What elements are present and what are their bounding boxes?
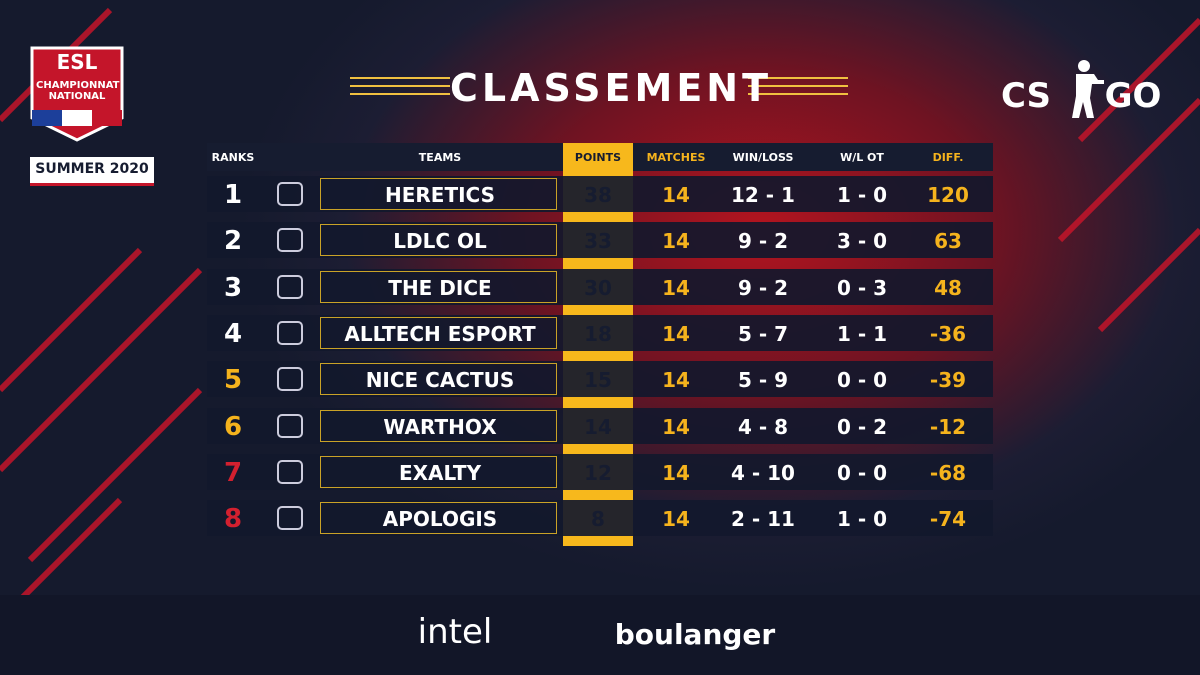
wl-ot: 0 - 2 — [836, 414, 888, 439]
win-loss: 2 - 11 — [731, 507, 795, 532]
game-logo-figure — [1072, 60, 1104, 118]
team-logo — [277, 228, 303, 253]
points: 38 — [584, 183, 612, 207]
rank: 6 — [223, 411, 243, 442]
event-title: CHAMPIONNAT NATIONAL — [36, 80, 120, 102]
game-logo-left: CS — [1000, 76, 1052, 116]
team-name: ALLTECH ESPORT — [344, 321, 536, 346]
column-header: MATCHES — [646, 151, 706, 164]
team-name-box — [320, 409, 557, 442]
row-background — [207, 361, 993, 398]
win-loss: 4 - 10 — [731, 460, 795, 485]
win-loss: 9 - 2 — [737, 275, 789, 300]
rank: 8 — [223, 504, 243, 535]
event-brand: ESL — [56, 50, 98, 74]
rank: 5 — [223, 365, 243, 396]
sponsor: intel — [417, 612, 493, 652]
points: 18 — [584, 321, 612, 346]
column-header: POINTS — [574, 151, 622, 164]
diff: 48 — [934, 275, 962, 300]
team-name: APOLOGIS — [382, 507, 498, 532]
wl-ot: 0 - 0 — [836, 460, 888, 485]
rank: 4 — [223, 318, 243, 349]
wl-ot: 3 - 0 — [836, 229, 888, 254]
points: 33 — [584, 229, 612, 254]
rank: 1 — [223, 180, 243, 210]
win-loss: 4 - 8 — [737, 414, 789, 439]
wl-ot: 0 - 0 — [836, 368, 888, 393]
team-logo — [277, 459, 303, 484]
team-name: WARTHOX — [383, 414, 497, 439]
wl-ot: 1 - 1 — [836, 321, 888, 346]
column-header: RANKS — [211, 151, 255, 164]
matches: 14 — [662, 229, 690, 254]
win-loss: 9 - 2 — [737, 229, 789, 254]
team-name-box — [320, 270, 557, 303]
team-name: HERETICS — [385, 183, 495, 207]
team-logo — [277, 320, 303, 345]
team-name-box — [320, 363, 557, 396]
rank: 7 — [223, 457, 243, 488]
team-logo — [277, 274, 303, 299]
diff: 63 — [934, 229, 962, 254]
matches: 14 — [662, 321, 690, 346]
win-loss: 12 - 1 — [731, 183, 795, 207]
wl-ot: 1 - 0 — [836, 183, 888, 207]
points: 30 — [584, 275, 612, 300]
rank: 3 — [223, 272, 243, 303]
team-logo — [277, 506, 303, 531]
game-logo-right: GO — [1104, 76, 1162, 116]
win-loss: 5 - 9 — [737, 368, 789, 393]
matches: 14 — [662, 414, 690, 439]
diff: -12 — [929, 414, 967, 439]
rank: 2 — [223, 226, 243, 257]
page-title: CLASSEMENT — [450, 66, 772, 110]
row-background — [207, 500, 993, 537]
team-logo — [277, 413, 303, 438]
diff: -36 — [929, 321, 967, 346]
diff: -68 — [929, 460, 967, 485]
team-name-box — [320, 502, 557, 535]
team-name-box — [320, 316, 557, 349]
column-header: DIFF. — [932, 151, 964, 164]
team-name: EXALTY — [398, 460, 482, 485]
team-logo — [277, 367, 303, 392]
wl-ot: 0 - 3 — [836, 275, 888, 300]
team-name-box — [320, 224, 557, 257]
row-background — [207, 314, 993, 351]
team-name: LDLC OL — [393, 229, 487, 254]
row-background — [207, 453, 993, 490]
matches: 14 — [662, 507, 690, 532]
team-name: THE DICE — [388, 275, 492, 300]
diff: -39 — [929, 368, 967, 393]
column-header: TEAMS — [418, 151, 462, 164]
team-logo — [277, 182, 303, 206]
matches: 14 — [662, 275, 690, 300]
row-background — [207, 268, 993, 305]
points: 8 — [591, 507, 605, 532]
points: 14 — [584, 414, 612, 439]
event-season: SUMMER 2020 — [35, 161, 149, 177]
row-background — [207, 407, 993, 444]
matches: 14 — [662, 183, 690, 207]
matches: 14 — [662, 460, 690, 485]
points: 15 — [584, 368, 612, 393]
win-loss: 5 - 7 — [737, 321, 789, 346]
row-background — [207, 222, 993, 259]
points: 12 — [584, 460, 612, 485]
sponsor: boulanger — [614, 618, 776, 651]
column-header: W/L OT — [840, 151, 884, 164]
column-header: WIN/LOSS — [732, 151, 794, 164]
diff: 120 — [927, 183, 969, 207]
diff: -74 — [929, 507, 967, 532]
wl-ot: 1 - 0 — [836, 507, 888, 532]
team-name: NICE CACTUS — [365, 368, 515, 393]
matches: 14 — [662, 368, 690, 393]
team-name-box — [320, 455, 557, 488]
team-name-box — [320, 178, 557, 210]
row-background — [207, 176, 993, 212]
